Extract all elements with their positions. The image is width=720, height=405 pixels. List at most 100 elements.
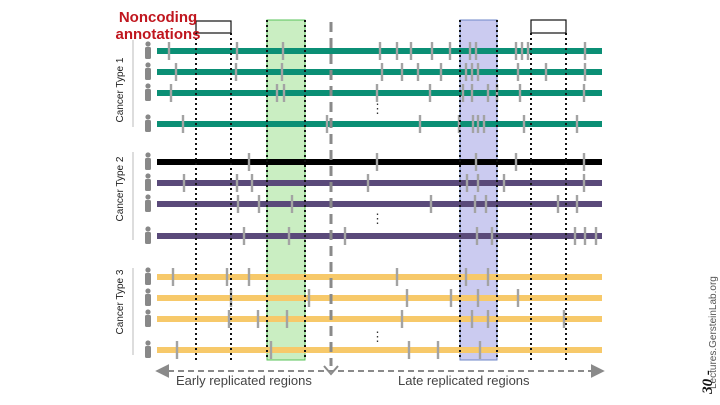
mutation-mark xyxy=(562,310,566,328)
person-icon xyxy=(145,173,151,191)
watermark: Lectures.GersteinLab.org xyxy=(708,276,719,389)
track-ellipsis: ⋮ xyxy=(371,101,384,116)
mutation-mark xyxy=(486,310,490,328)
mutation-mark xyxy=(468,42,472,60)
mutation-mark xyxy=(181,115,185,133)
mutation-mark xyxy=(282,84,286,102)
mutation-mark xyxy=(476,289,480,307)
mutation-mark xyxy=(522,115,526,133)
mutation-mark xyxy=(486,268,490,286)
genome-track xyxy=(157,274,602,280)
person-icon xyxy=(145,41,151,59)
person-icon xyxy=(145,62,151,80)
mutation-mark xyxy=(234,63,238,81)
mutation-mark xyxy=(490,227,494,245)
person-icon xyxy=(145,194,151,212)
mutation-mark xyxy=(582,153,586,171)
mutation-mark xyxy=(429,195,433,213)
mutation-mark xyxy=(256,310,260,328)
mutation-mark xyxy=(400,310,404,328)
mutation-mark xyxy=(470,84,474,102)
mutation-mark xyxy=(449,289,453,307)
genome-track xyxy=(157,347,602,353)
mutation-mark xyxy=(171,268,175,286)
mutation-mark xyxy=(257,195,261,213)
mutation-mark xyxy=(167,42,171,60)
mutation-mark xyxy=(502,174,506,192)
mutation-mark xyxy=(436,341,440,359)
mutation-mark xyxy=(514,42,518,60)
mutation-mark xyxy=(526,42,530,60)
mutation-mark xyxy=(583,63,587,81)
mutation-mark xyxy=(448,42,452,60)
mutation-mark xyxy=(280,63,284,81)
person-icon xyxy=(145,152,151,170)
track-ellipsis: ⋮ xyxy=(371,329,384,344)
mutation-mark xyxy=(470,63,474,81)
mutation-mark xyxy=(250,174,254,192)
mutation-mark xyxy=(175,341,179,359)
title-text: Noncoding annotations xyxy=(115,9,201,43)
mutation-mark xyxy=(281,42,285,60)
mutation-mark xyxy=(464,268,468,286)
mutation-mark xyxy=(428,84,432,102)
mutation-mark xyxy=(457,115,461,133)
early-region-label: Early replicated regions xyxy=(172,373,316,388)
mutation-mark xyxy=(174,63,178,81)
mutation-mark xyxy=(236,195,240,213)
genome-track xyxy=(157,159,602,165)
mutation-mark xyxy=(405,289,409,307)
mutation-mark xyxy=(476,115,480,133)
mutation-mark xyxy=(514,153,518,171)
mutation-mark xyxy=(416,63,420,81)
mutation-mark xyxy=(516,289,520,307)
slide-number: 30 - xyxy=(700,370,716,394)
mutation-mark xyxy=(476,174,480,192)
mutation-mark xyxy=(473,195,477,213)
mutation-mark xyxy=(225,268,229,286)
annotation-box xyxy=(530,19,567,34)
person-icon xyxy=(145,114,151,132)
mutation-mark xyxy=(343,227,347,245)
person-icon xyxy=(145,267,151,285)
person-icon xyxy=(145,226,151,244)
person-icon xyxy=(145,340,151,358)
mutation-mark xyxy=(482,115,486,133)
mutation-mark xyxy=(465,174,469,192)
mutation-mark xyxy=(235,174,239,192)
mutation-mark xyxy=(474,42,478,60)
genome-track xyxy=(157,233,602,239)
mutation-mark xyxy=(380,63,384,81)
mutation-mark xyxy=(464,63,468,81)
mutation-mark xyxy=(400,63,404,81)
mutation-mark xyxy=(516,63,520,81)
mutation-mark xyxy=(573,227,577,245)
mutation-mark xyxy=(583,227,587,245)
genome-track xyxy=(157,180,602,186)
mutation-mark xyxy=(544,63,548,81)
mutation-mark xyxy=(470,310,474,328)
mutation-mark xyxy=(287,227,291,245)
mutation-mark xyxy=(275,84,279,102)
genome-track xyxy=(157,69,602,75)
mutation-mark xyxy=(556,195,560,213)
mutation-mark xyxy=(474,153,478,171)
mutation-mark xyxy=(430,42,434,60)
mutation-mark xyxy=(182,174,186,192)
group-label-cancer-type-3: Cancer Type 3 xyxy=(115,269,126,335)
person-icon xyxy=(145,83,151,101)
mutation-mark xyxy=(378,42,382,60)
mutation-mark xyxy=(495,84,499,102)
mutation-mark xyxy=(307,289,311,307)
mutation-mark xyxy=(227,310,231,328)
mutation-mark xyxy=(325,115,329,133)
mutation-mark xyxy=(285,310,289,328)
mutation-mark xyxy=(169,84,173,102)
mutation-mark xyxy=(290,195,294,213)
mutation-mark xyxy=(476,63,480,81)
mutation-mark xyxy=(395,42,399,60)
mutation-mark xyxy=(520,42,524,60)
genome-track xyxy=(157,121,602,127)
group-label-cancer-type-2: Cancer Type 2 xyxy=(115,156,126,222)
mutation-mark xyxy=(518,84,522,102)
